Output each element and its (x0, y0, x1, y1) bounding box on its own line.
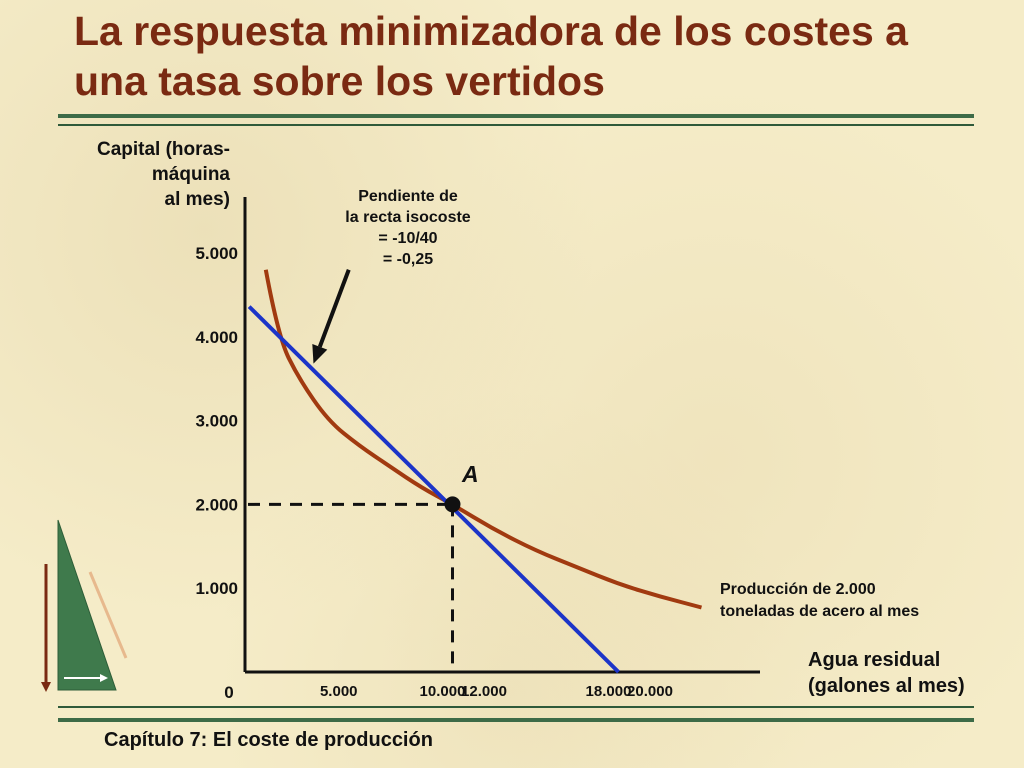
annotations (248, 269, 461, 670)
y-tick-label-4: 5.000 (195, 244, 238, 263)
x-tick-label-4: 20.000 (627, 683, 673, 700)
slide-footer: Capítulo 7: El coste de producción (104, 729, 433, 751)
title-rule (58, 114, 974, 118)
x-tick-label-1: 10.000 (420, 683, 466, 700)
x-tick-label-3: 18.000 (586, 683, 632, 700)
x-tick-label-0: 5.000 (320, 683, 358, 700)
footer-rule (58, 718, 974, 722)
slope-arrow-head (312, 343, 328, 364)
y-axis-label-text: Capital (horas- máquina al mes) (96, 139, 230, 210)
slope-annotation: Pendiente de la recta isocoste = -10/40 … (318, 186, 498, 270)
slope-arrow-line (317, 269, 351, 348)
footer-rule-thin (58, 706, 974, 708)
right-arrow-head (100, 674, 108, 682)
slide-title: La respuesta minimizadora de los costes … (74, 8, 908, 104)
diag-arrow-line (88, 571, 128, 659)
origin-label: 0 (224, 683, 233, 702)
y-ticks: 1.000 2.000 3.000 4.000 5.000 (195, 244, 238, 598)
y-tick-label-2: 3.000 (195, 412, 238, 431)
point-a-label: A (462, 461, 479, 487)
y-axis-label: Capital (horas- máquina al mes) (60, 137, 230, 212)
point-a-marker (444, 496, 461, 513)
isoquant-curve (263, 269, 703, 610)
y-tick-label-0: 1.000 (195, 579, 238, 598)
x-axis-label-text: Agua residual (galones al mes) (808, 649, 965, 697)
isocost-line (247, 305, 620, 674)
triangle-shape (57, 519, 117, 691)
series (247, 269, 703, 674)
isoquant-label: Producción de 2.000 toneladas de acero a… (720, 579, 919, 623)
isoquant-label-text: Producción de 2.000 toneladas de acero a… (720, 581, 920, 620)
x-axis-label: Agua residual (galones al mes) (808, 647, 965, 699)
slope-annotation-text: Pendiente de la recta isocoste = -10/40 … (345, 188, 471, 268)
y-tick-label-1: 2.000 (195, 495, 238, 514)
y-tick-label-3: 4.000 (195, 328, 238, 347)
x-tick-label-2: 12.000 (461, 683, 507, 700)
triangle-decoration (41, 519, 128, 692)
down-arrow-head (41, 682, 51, 692)
title-rule-thin (58, 124, 974, 126)
